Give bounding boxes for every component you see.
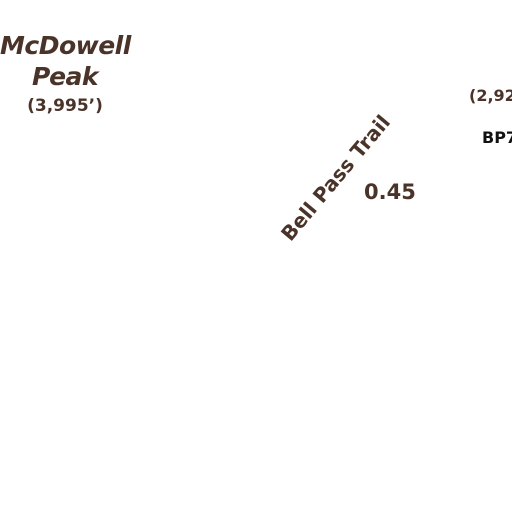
peak-name-mcdowell: McDowell Peak xyxy=(0,31,131,91)
trail-distance-label: 0.45 xyxy=(364,180,416,204)
trail-name-label: Bell Pass Trail xyxy=(276,110,395,246)
trail-marker-label: BP7 xyxy=(482,128,512,147)
peak-elevation-east: (2,929 xyxy=(469,86,512,105)
peak-elevation-mcdowell: (3,995’) xyxy=(27,96,103,116)
